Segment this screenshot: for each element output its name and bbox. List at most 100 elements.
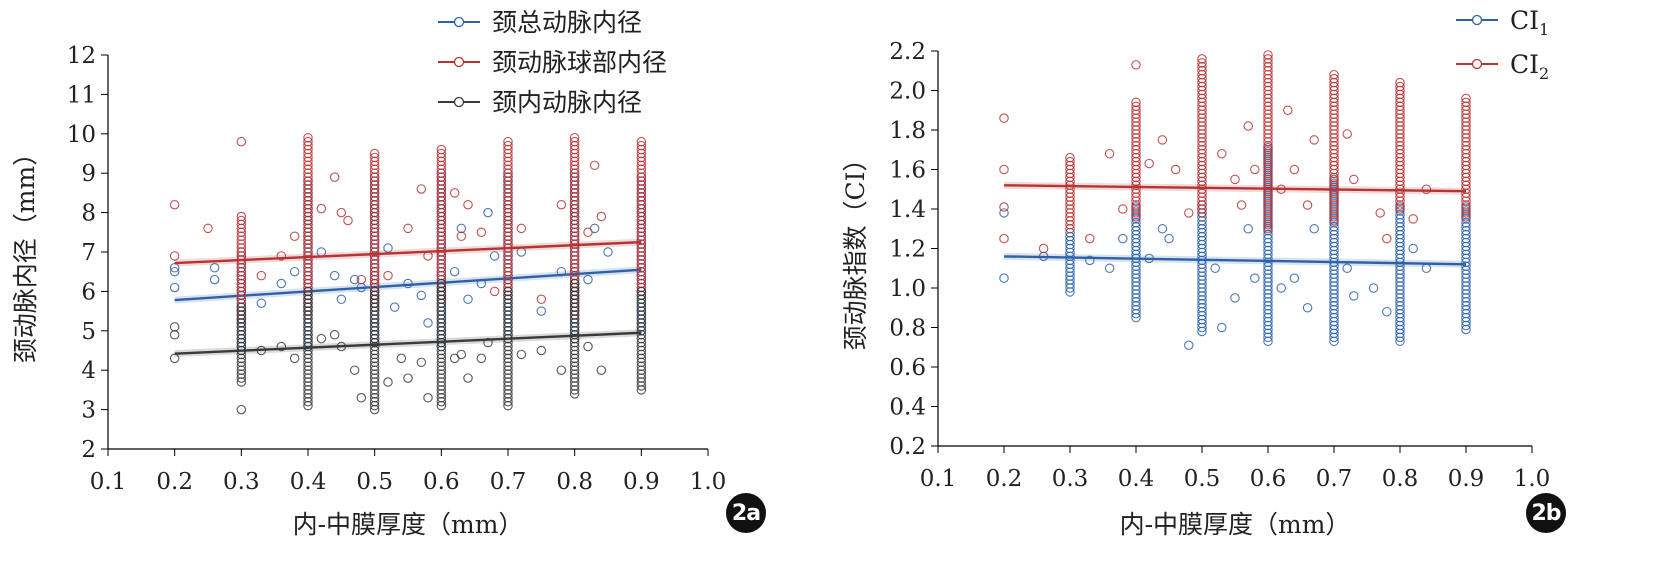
data-point [256, 298, 267, 308]
data-point [169, 263, 180, 273]
series-1 [999, 143, 1471, 351]
x-tick-label: 1.0 [690, 469, 727, 495]
legend-marker [1471, 14, 1483, 26]
y-tick-label: 2.2 [889, 39, 926, 65]
data-point [356, 274, 367, 285]
data-point [583, 274, 593, 285]
data-point [583, 341, 593, 352]
data-point [536, 294, 547, 305]
data-point [416, 290, 427, 301]
data-point [456, 231, 467, 241]
data-point [236, 211, 247, 222]
y-tick-label: 1.0 [889, 276, 926, 302]
data-point [423, 318, 433, 328]
data-point [169, 266, 180, 277]
data-point [636, 290, 647, 301]
x-tick-label: 0.3 [223, 469, 260, 495]
legend-label: 颈总动脉内径 [492, 8, 642, 37]
legend-label: 颈内动脉内径 [492, 88, 642, 117]
data-point [463, 199, 473, 210]
data-point [303, 286, 313, 297]
data-point [289, 231, 300, 241]
x-tick-label: 0.4 [1118, 466, 1155, 492]
data-point [449, 266, 460, 277]
data-point [999, 113, 1009, 123]
data-point [1309, 135, 1319, 145]
data-point [999, 208, 1009, 218]
x-tick-label: 0.1 [920, 466, 957, 492]
y-tick-label: 1.2 [889, 237, 926, 263]
data-point [169, 282, 180, 293]
data-point [603, 247, 613, 257]
trend-line [174, 240, 642, 265]
data-point [489, 251, 500, 261]
data-point [1289, 164, 1300, 175]
x-tick-label: 0.2 [986, 466, 1023, 492]
data-point [403, 373, 413, 383]
y-tick-label: 1.8 [889, 118, 926, 144]
data-point [349, 274, 360, 285]
data-point [1408, 243, 1418, 254]
data-point [1461, 97, 1471, 108]
data-point [1085, 255, 1095, 266]
data-point [1375, 208, 1385, 218]
data-point [1243, 224, 1253, 234]
y-tick-label: 12 [67, 43, 96, 69]
data-point [169, 329, 180, 340]
panel-badge-2a-label: 2a [731, 500, 761, 526]
data-point [1184, 208, 1194, 218]
data-point [569, 132, 580, 143]
data-point [1395, 77, 1405, 88]
data-point [503, 286, 513, 297]
y-tick-label: 0.4 [889, 395, 926, 421]
data-point [436, 282, 447, 293]
data-point [1276, 283, 1286, 293]
data-point [1302, 302, 1313, 313]
data-point [483, 207, 493, 218]
legend-label-subscript: 2 [1539, 64, 1549, 83]
data-point [276, 251, 287, 261]
y-tick-label: 1.6 [889, 158, 926, 184]
data-point [343, 215, 353, 226]
data-point [329, 329, 340, 340]
data-point [369, 286, 380, 297]
data-point [1342, 129, 1352, 139]
data-point [1164, 233, 1174, 244]
data-point [203, 223, 213, 234]
legend-marker [453, 16, 465, 28]
data-point [999, 164, 1009, 175]
data-point [1217, 322, 1227, 333]
data-point [329, 172, 340, 182]
data-point [436, 278, 447, 289]
data-point [569, 278, 580, 289]
panel-badge-2a: 2a [726, 493, 766, 533]
x-tick-label: 0.7 [490, 469, 527, 495]
data-point [1349, 291, 1359, 301]
data-point [999, 202, 1009, 212]
data-point [1283, 105, 1293, 116]
data-point [1342, 263, 1352, 273]
data-point [1421, 184, 1432, 195]
data-point [1309, 224, 1319, 234]
data-point [1085, 233, 1095, 244]
data-point [383, 377, 393, 387]
data-point [169, 322, 180, 332]
data-point [303, 136, 313, 147]
data-point [589, 160, 600, 171]
data-point [1289, 273, 1300, 283]
y-axis-label: 颈动脉内径（mm） [11, 141, 40, 363]
data-point [1382, 233, 1392, 244]
data-point [456, 349, 467, 360]
trend-line [174, 268, 642, 302]
series-3 [169, 278, 647, 415]
data-point [569, 282, 580, 293]
data-point [1157, 135, 1168, 145]
legend-label: 颈动脉球部内径 [492, 48, 667, 77]
data-point [416, 357, 427, 368]
data-point [636, 140, 647, 151]
data-point [636, 136, 647, 147]
y-tick-label: 6 [81, 279, 96, 305]
data-point [583, 227, 593, 238]
data-point [1197, 58, 1207, 68]
series-2 [999, 50, 1471, 254]
